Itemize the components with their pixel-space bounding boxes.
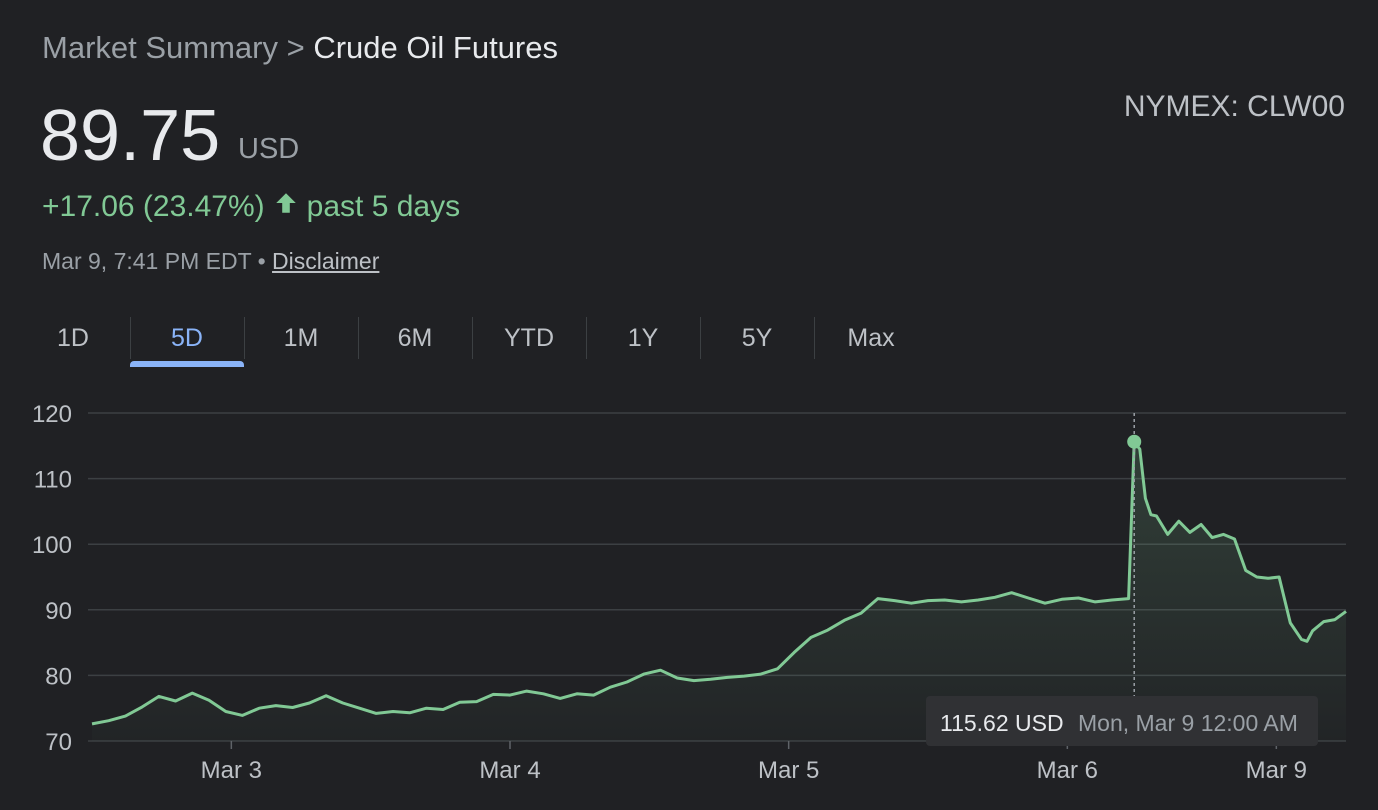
tab-1m[interactable]: 1M [244,315,358,361]
x-tick-label: Mar 6 [1037,757,1098,784]
arrow-up-icon [273,190,299,224]
price-value: 89.75 [40,96,221,176]
tab-5d[interactable]: 5D [130,315,244,367]
tooltip-box [926,696,1318,746]
price-chart[interactable]: 120 110 100 90 80 70 Mar 3 Mar 4 Mar 5 Mar 6 Mar 9… [0,390,1378,810]
y-tick-label: 100 [32,532,72,559]
y-tick-label: 90 [45,598,72,625]
price-meta: Mar 9, 7:41 PM EDT • Disclaimer [42,248,379,275]
tab-1y[interactable]: 1Y [586,315,700,361]
area-fill [92,441,1346,741]
breadcrumb: Market Summary > Crude Oil Futures [42,30,558,66]
y-tick-label: 120 [32,401,72,428]
timestamp: Mar 9, 7:41 PM EDT [42,248,252,274]
x-tick-label: Mar 3 [201,757,262,784]
tooltip-time: Mon, Mar 9 12:00 AM [1078,710,1298,736]
tooltip-value: 115.62 USD [940,710,1064,736]
price-currency: USD [238,133,300,165]
tab-1d[interactable]: 1D [57,323,89,352]
x-tick-label: Mar 4 [479,757,540,784]
disclaimer-link[interactable]: Disclaimer [272,248,380,274]
range-tabs: 1D 5D 1M 6M YTD 1Y 5Y Max [16,315,928,367]
breadcrumb-current: Crude Oil Futures [313,30,558,65]
meta-separator: • [257,248,266,274]
highlight-point [1127,434,1142,449]
breadcrumb-parent[interactable]: Market Summary [42,30,278,65]
price-change: +17.06 (23.47%) past 5 days [42,190,460,224]
ticker-symbol: NYMEX: CLW00 [1123,90,1345,123]
y-tick-label: 70 [45,729,72,756]
y-tick-label: 80 [45,663,72,690]
y-tick-label: 110 [34,467,72,494]
tab-5y[interactable]: 5Y [700,315,814,361]
tab-6m[interactable]: 6M [358,315,472,361]
x-tick-label: Mar 9 [1246,757,1307,784]
tab-max[interactable]: Max [814,315,928,361]
change-amount: +17.06 (23.47%) [42,190,265,223]
breadcrumb-separator: > [286,30,305,65]
tab-ytd[interactable]: YTD [472,315,586,361]
series-line [91,440,1347,726]
x-tick-label: Mar 5 [758,757,819,784]
change-period: past 5 days [306,190,461,223]
